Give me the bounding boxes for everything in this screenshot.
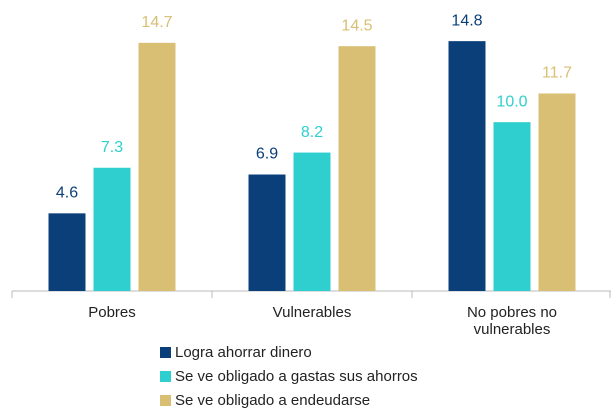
data-label: 11.7 — [542, 65, 572, 82]
data-label: 8.2 — [301, 124, 323, 141]
legend-swatch — [160, 371, 171, 382]
data-label: 14.5 — [341, 17, 372, 34]
data-label: 14.8 — [451, 12, 482, 29]
legend-label: Logra ahorrar dinero — [175, 344, 312, 361]
data-label: 6.9 — [256, 146, 278, 163]
bar — [93, 167, 131, 291]
bar — [338, 46, 376, 291]
x-tick-label: Vulnerables — [272, 304, 352, 321]
bar — [538, 93, 576, 291]
legend-swatch — [160, 347, 171, 358]
bar — [493, 122, 531, 291]
bar — [248, 174, 286, 291]
bar — [138, 42, 176, 292]
data-label: 4.6 — [56, 185, 78, 202]
data-label: 14.7 — [141, 14, 172, 31]
bar — [293, 152, 331, 291]
x-tick-label: Pobres — [88, 304, 136, 321]
legend-label: Se ve obligado a endeudarse — [175, 392, 370, 409]
x-tick-label: No pobres no vulnerables — [466, 304, 558, 338]
data-label: 10.0 — [496, 93, 527, 110]
bar — [448, 41, 486, 292]
legend-swatch — [160, 395, 171, 406]
bar — [48, 213, 86, 291]
legend-label: Se ve obligado a gastas sus ahorros — [175, 368, 418, 385]
data-label: 7.3 — [101, 139, 123, 156]
